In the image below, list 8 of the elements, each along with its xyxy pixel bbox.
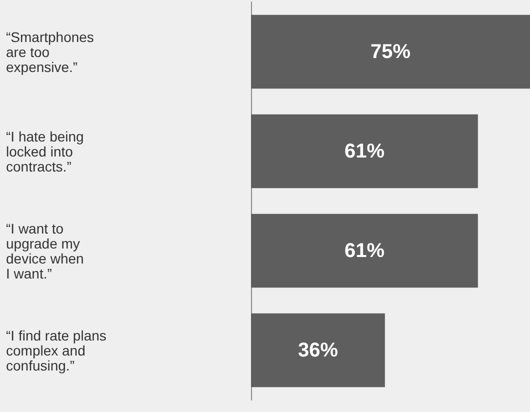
y-tick-label: “Smartphones are too expensive.” (6, 28, 94, 75)
data-label: 61% (344, 140, 385, 162)
data-label: 61% (344, 240, 385, 262)
y-tick-label: “I want to upgrade my device when I want.” (6, 220, 84, 282)
data-label: 36% (298, 339, 338, 362)
data-label: 75% (370, 40, 411, 63)
y-tick-label: “I hate being locked into contracts.” (6, 128, 84, 174)
y-tick-label: “I find rate plans complex and confusing.” (6, 327, 106, 374)
